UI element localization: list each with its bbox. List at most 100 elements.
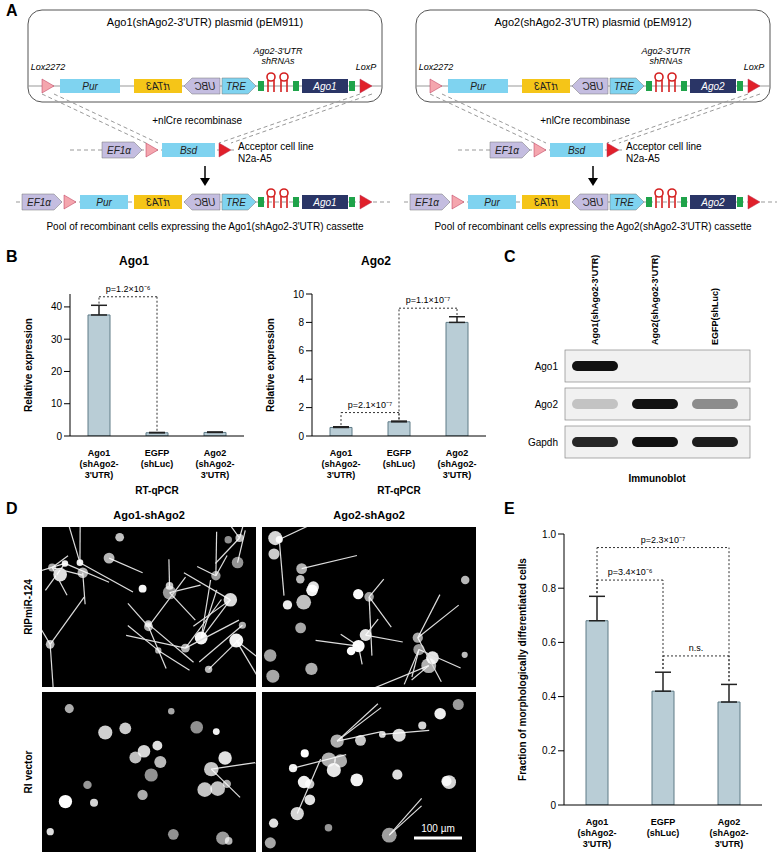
- html-text:E: E: [504, 500, 515, 517]
- svg-text:100 µm: 100 µm: [421, 823, 455, 834]
- svg-text:Ago1: Ago1: [312, 81, 336, 92]
- svg-text:n.s.: n.s.: [689, 643, 704, 653]
- html-text:Ago1: Ago1: [119, 254, 149, 268]
- html-text:C: C: [504, 248, 516, 265]
- svg-text:Ago1(shAgo2-3'UTR) plasmid (pE: Ago1(shAgo2-3'UTR) plasmid (pEM911): [107, 16, 303, 28]
- svg-text:UBC: UBC: [194, 197, 216, 208]
- svg-text:40: 40: [51, 301, 63, 312]
- svg-text:Ago1: Ago1: [535, 361, 559, 372]
- svg-text:Ago2-3'UTR: Ago2-3'UTR: [640, 46, 691, 56]
- svg-text:p=1.1×10⁻⁷: p=1.1×10⁻⁷: [406, 295, 450, 305]
- svg-text:+nlCre recombinase: +nlCre recombinase: [152, 115, 242, 126]
- svg-text:p=1.2×10⁻⁶: p=1.2×10⁻⁶: [106, 284, 151, 294]
- svg-text:Ago1(shAgo2-3'UTR): Ago1(shAgo2-3'UTR): [578, 817, 617, 849]
- svg-text:Relative expression: Relative expression: [23, 318, 34, 412]
- svg-text:Pool of recombinant cells expr: Pool of recombinant cells expressing the…: [434, 221, 752, 232]
- svg-text:8: 8: [298, 317, 304, 328]
- svg-text:Gapdh: Gapdh: [528, 437, 558, 448]
- svg-text:Ago2-3'UTR: Ago2-3'UTR: [252, 46, 303, 56]
- svg-text:Pur: Pur: [484, 197, 500, 208]
- svg-text:30: 30: [51, 334, 63, 345]
- svg-text:Pool of recombinant cells expr: Pool of recombinant cells expressing the…: [46, 221, 364, 232]
- html-text:A: A: [6, 2, 18, 19]
- svg-text:Ago1(shAgo2-3'UTR): Ago1(shAgo2-3'UTR): [322, 448, 361, 480]
- svg-text:Bsd: Bsd: [180, 145, 198, 156]
- svg-text:shRNAs: shRNAs: [649, 56, 683, 66]
- svg-text:Ago2(shAgo2-3'UTR): Ago2(shAgo2-3'UTR): [650, 255, 660, 345]
- svg-text:Acceptor cell line: Acceptor cell line: [238, 141, 314, 152]
- svg-text:rtTA3: rtTA3: [534, 81, 558, 92]
- svg-text:0: 0: [56, 431, 62, 442]
- svg-text:Pur: Pur: [470, 81, 486, 92]
- svg-text:EGFP(shLuc): EGFP(shLuc): [647, 817, 680, 838]
- svg-text:Ago2(shAgo2-3'UTR): Ago2(shAgo2-3'UTR): [710, 817, 749, 849]
- svg-text:N2a-A5: N2a-A5: [626, 153, 660, 164]
- svg-text:4: 4: [298, 374, 304, 385]
- svg-text:p=2.3×10⁻⁷: p=2.3×10⁻⁷: [641, 535, 685, 545]
- svg-text:6: 6: [298, 345, 304, 356]
- svg-text:UBC: UBC: [582, 81, 604, 92]
- svg-text:Ago1(shAgo2-3'UTR): Ago1(shAgo2-3'UTR): [590, 255, 600, 345]
- svg-text:TRE: TRE: [614, 81, 634, 92]
- svg-text:10: 10: [51, 398, 63, 409]
- html-text:Ago2: Ago2: [361, 254, 391, 268]
- svg-text:2: 2: [298, 402, 304, 413]
- svg-text:rtTA3: rtTA3: [146, 81, 170, 92]
- svg-text:0.8: 0.8: [542, 583, 556, 594]
- html-text:D: D: [6, 500, 18, 517]
- svg-text:0: 0: [550, 800, 556, 811]
- svg-text:EF1α: EF1α: [415, 197, 439, 208]
- svg-text:Ago2(shAgo2-3'UTR): Ago2(shAgo2-3'UTR): [438, 448, 477, 480]
- svg-text:LoxP: LoxP: [744, 62, 765, 72]
- svg-text:Acceptor cell line: Acceptor cell line: [626, 141, 702, 152]
- svg-text:UBC: UBC: [194, 81, 216, 92]
- svg-text:EGFP(shLuc): EGFP(shLuc): [710, 288, 720, 345]
- html-text:Ago1-shAgo2: Ago1-shAgo2: [113, 509, 185, 521]
- svg-text:EGFP(shLuc): EGFP(shLuc): [383, 448, 416, 469]
- svg-text:Pur: Pur: [82, 81, 98, 92]
- svg-text:0.6: 0.6: [542, 637, 556, 648]
- svg-text:Fraction of morphologically di: Fraction of morphologically differentiat…: [517, 558, 528, 781]
- svg-text:0.4: 0.4: [542, 691, 556, 702]
- svg-text:20: 20: [51, 366, 63, 377]
- svg-text:0.2: 0.2: [542, 745, 556, 756]
- svg-text:Ago1: Ago1: [312, 197, 336, 208]
- svg-text:TRE: TRE: [614, 197, 634, 208]
- svg-text:Lox2272: Lox2272: [31, 62, 66, 72]
- html-text:Ago2-shAgo2: Ago2-shAgo2: [333, 509, 405, 521]
- svg-text:Ago2: Ago2: [700, 197, 725, 208]
- svg-text:Relative expression: Relative expression: [265, 318, 276, 412]
- svg-text:UBC: UBC: [582, 197, 604, 208]
- svg-text:EGFP(shLuc): EGFP(shLuc): [141, 448, 174, 469]
- svg-text:RT-qPCR: RT-qPCR: [135, 485, 179, 496]
- svg-text:Ago2(shAgo2-3'UTR) plasmid (pE: Ago2(shAgo2-3'UTR) plasmid (pEM912): [494, 16, 691, 28]
- svg-text:LoxP: LoxP: [356, 62, 377, 72]
- svg-text:RT-qPCR: RT-qPCR: [377, 485, 421, 496]
- svg-text:+nlCre recombinase: +nlCre recombinase: [540, 115, 630, 126]
- svg-text:Pur: Pur: [96, 197, 112, 208]
- svg-text:RIPmiR-124: RIPmiR-124: [23, 579, 34, 635]
- svg-text:Immunoblot: Immunoblot: [628, 473, 686, 484]
- html-text:B: B: [6, 248, 18, 265]
- svg-text:Ago1(shAgo2-3'UTR): Ago1(shAgo2-3'UTR): [80, 448, 119, 480]
- svg-text:TRE: TRE: [226, 81, 246, 92]
- svg-text:Lox2272: Lox2272: [419, 62, 454, 72]
- svg-text:Ago2: Ago2: [700, 81, 725, 92]
- svg-text:10: 10: [293, 289, 305, 300]
- svg-text:1.0: 1.0: [542, 529, 556, 540]
- svg-text:EF1α: EF1α: [27, 197, 51, 208]
- svg-text:N2a-A5: N2a-A5: [238, 153, 272, 164]
- svg-text:EF1α: EF1α: [495, 145, 519, 156]
- svg-text:Ago2(shAgo2-3'UTR): Ago2(shAgo2-3'UTR): [196, 448, 235, 480]
- svg-text:Bsd: Bsd: [568, 145, 586, 156]
- svg-text:TRE: TRE: [226, 197, 246, 208]
- svg-text:p=2.1×10⁻⁷: p=2.1×10⁻⁷: [348, 400, 392, 410]
- svg-text:Ago2: Ago2: [535, 399, 559, 410]
- svg-text:RI vector: RI vector: [23, 750, 34, 793]
- svg-text:p=3.4×10⁻⁶: p=3.4×10⁻⁶: [608, 567, 653, 577]
- svg-text:0: 0: [298, 431, 304, 442]
- svg-text:rtTA3: rtTA3: [146, 197, 170, 208]
- svg-text:shRNAs: shRNAs: [261, 56, 295, 66]
- svg-text:rtTA3: rtTA3: [534, 197, 558, 208]
- svg-text:EF1α: EF1α: [107, 145, 131, 156]
